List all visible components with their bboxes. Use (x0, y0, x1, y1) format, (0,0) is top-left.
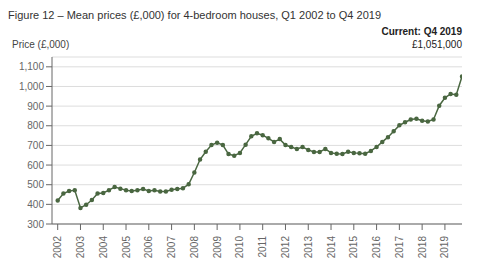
svg-text:2002: 2002 (52, 236, 63, 259)
svg-text:2006: 2006 (143, 236, 154, 259)
svg-text:900: 900 (27, 101, 44, 112)
svg-text:2015: 2015 (348, 236, 359, 259)
svg-text:2005: 2005 (121, 236, 132, 259)
svg-text:2008: 2008 (189, 236, 200, 259)
svg-text:2007: 2007 (166, 236, 177, 259)
svg-text:2004: 2004 (98, 236, 109, 259)
html-text:Current: Q4 2019: Current: Q4 2019 (381, 26, 462, 37)
svg-text:2013: 2013 (303, 236, 314, 259)
svg-text:2010: 2010 (234, 236, 245, 259)
svg-text:400: 400 (27, 199, 44, 210)
svg-text:2003: 2003 (75, 236, 86, 259)
html-text:£1,051,000: £1,051,000 (411, 39, 462, 50)
svg-text:1,100: 1,100 (19, 61, 44, 72)
svg-text:2018: 2018 (417, 236, 428, 259)
html-text:Figure 12 – Mean prices (£,000: Figure 12 – Mean prices (£,000) for 4-be… (8, 9, 381, 21)
svg-text:2009: 2009 (212, 236, 223, 259)
svg-text:2019: 2019 (439, 236, 450, 259)
svg-text:2016: 2016 (371, 236, 382, 259)
svg-text:800: 800 (27, 120, 44, 131)
svg-text:600: 600 (27, 160, 44, 171)
svg-text:2011: 2011 (257, 236, 268, 258)
svg-text:2014: 2014 (326, 236, 337, 259)
html-text:Price (£,000): Price (£,000) (12, 39, 70, 50)
svg-text:700: 700 (27, 140, 44, 151)
svg-text:300: 300 (27, 219, 44, 230)
svg-text:2012: 2012 (280, 236, 291, 259)
svg-text:500: 500 (27, 179, 44, 190)
svg-text:1,000: 1,000 (19, 81, 44, 92)
svg-text:2017: 2017 (394, 236, 405, 259)
